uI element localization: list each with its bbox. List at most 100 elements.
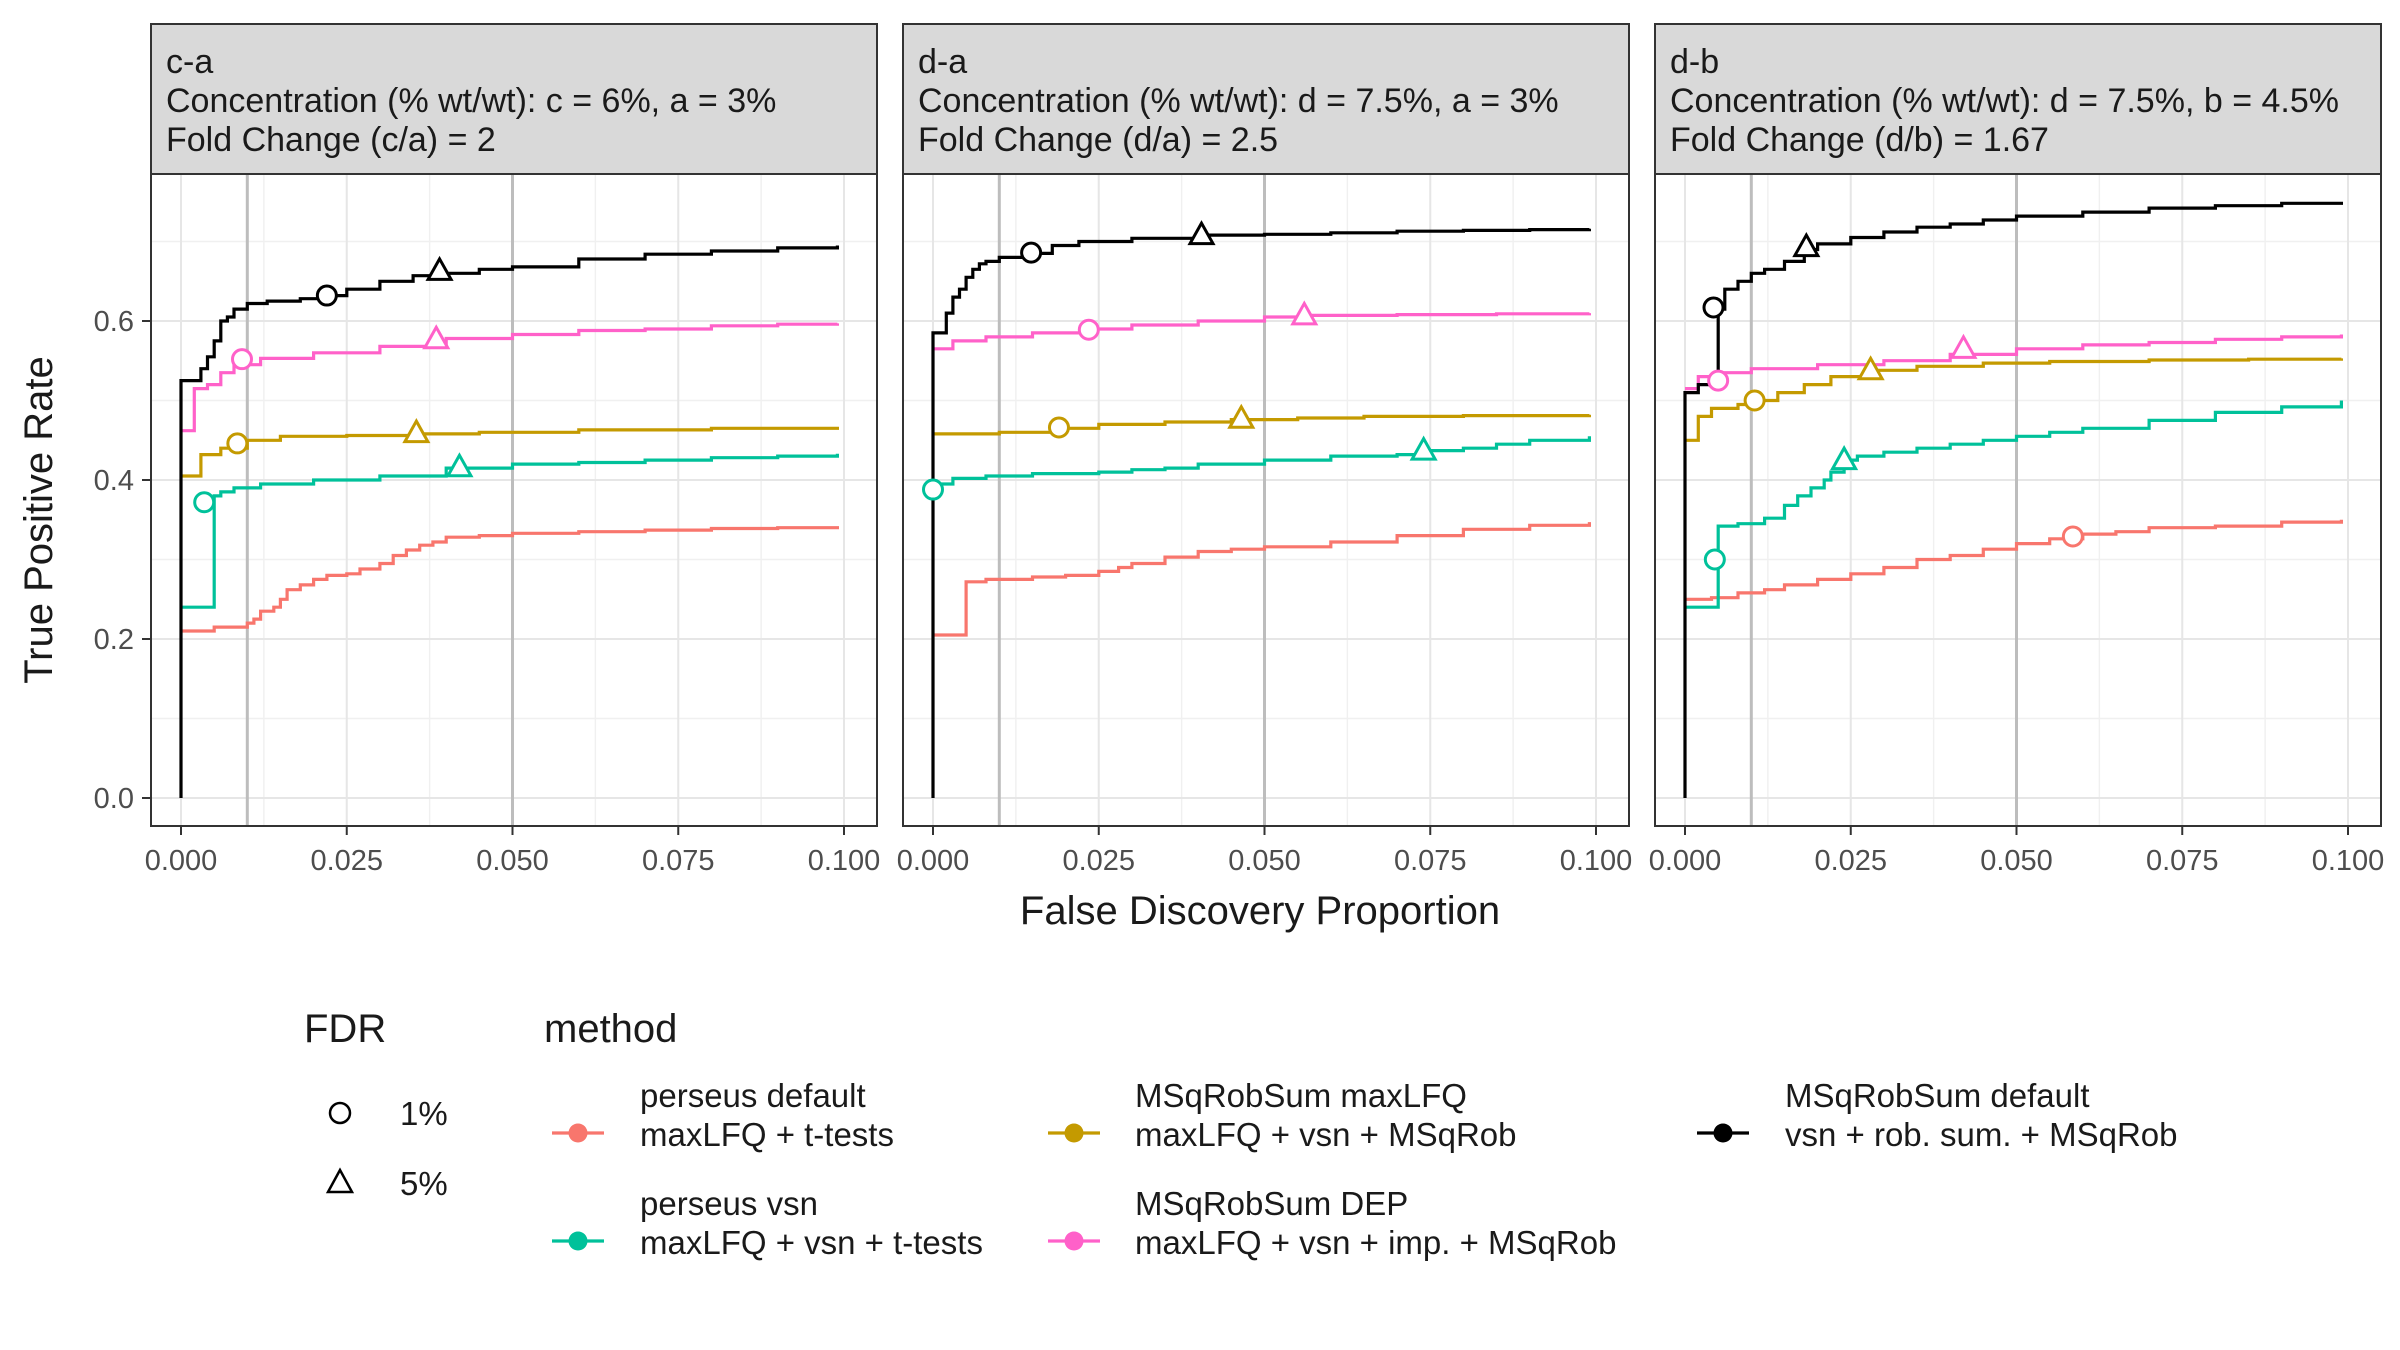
strip-label: Fold Change (c/a) = 2 — [166, 121, 496, 159]
fdr1-marker-msqrobsum_dep — [230, 348, 253, 371]
series-line-msqrobsum_default — [1683, 201, 2343, 798]
x-tick-label: 0.075 — [642, 845, 715, 877]
strip-background — [902, 23, 1630, 175]
series-line-perseus_default — [1685, 519, 2343, 601]
strip-background — [150, 23, 878, 175]
legend-fdr-label: 1% — [400, 1095, 448, 1132]
fdr5-marker-msqrobsum_default — [1792, 231, 1821, 258]
legend-method-title: method — [544, 1007, 677, 1051]
x-tick-label: 0.000 — [145, 845, 218, 877]
legend-dot-key — [1713, 1123, 1733, 1143]
fdr1-marker-perseus_default — [2061, 525, 2084, 548]
strip-background — [1654, 23, 2382, 175]
fdr1-marker-msqrobsum_dep — [1077, 318, 1100, 341]
legend-dot-key — [1064, 1231, 1084, 1251]
legend-method-label: perseus vsn — [640, 1185, 818, 1222]
strip-label: d-a — [918, 43, 967, 81]
strip-label: Fold Change (d/a) = 2.5 — [918, 121, 1278, 159]
strip-label: d-b — [1670, 43, 1719, 81]
series-line-perseus_vsn — [933, 436, 1591, 492]
y-tick-label: 0.0 — [94, 783, 134, 815]
y-tick-label: 0.2 — [94, 624, 134, 656]
fdr5-marker-msqrobsum_maxlfq — [1227, 403, 1256, 429]
fdr5-marker-msqrobsum_dep — [422, 324, 451, 350]
fdr5-marker-msqrobsum_default — [1187, 220, 1216, 246]
panel-border — [150, 173, 878, 827]
x-tick-label: 0.000 — [897, 845, 970, 877]
series-line-perseus_vsn — [1685, 400, 2343, 609]
legend-method-label: MSqRobSum default — [1785, 1077, 2090, 1114]
legend-fdr-item: 5% — [325, 1165, 448, 1202]
y-axis-title: True Positive Rate — [17, 356, 61, 684]
legend-method-sublabel: maxLFQ + vsn + MSqRob — [1135, 1116, 1516, 1153]
strip-label: Fold Change (d/b) = 1.67 — [1670, 121, 2049, 159]
fdr5-marker-msqrobsum_maxlfq — [1856, 355, 1885, 381]
legend-method-label: MSqRobSum DEP — [1135, 1185, 1408, 1222]
strip-label: Concentration (% wt/wt): d = 7.5%, a = 3… — [918, 82, 1559, 120]
x-tick-label: 0.075 — [2146, 845, 2219, 877]
fdr1-marker-perseus_vsn — [193, 491, 216, 514]
legend-dot-key — [1064, 1123, 1084, 1143]
fdr1-marker-msqrobsum_maxlfq — [1743, 389, 1766, 412]
fdr1-marker-msqrobsum_default — [1020, 241, 1043, 264]
legend-triangle-icon — [325, 1167, 355, 1194]
legend-method-sublabel: maxLFQ + vsn + imp. + MSqRob — [1135, 1224, 1616, 1261]
strip-label: c-a — [166, 43, 213, 81]
panel-border — [1654, 173, 2382, 827]
fdr1-marker-msqrobsum_dep — [1707, 369, 1730, 392]
x-tick-label: 0.025 — [1814, 845, 1887, 877]
fdr1-marker-perseus_vsn — [922, 478, 944, 501]
fdr5-marker-perseus_vsn — [1409, 435, 1438, 461]
x-axis-title: False Discovery Proportion — [1020, 889, 1500, 933]
legend-dot-key — [568, 1123, 588, 1143]
x-tick-label: 0.050 — [1980, 845, 2053, 877]
legend-method-sublabel: maxLFQ + vsn + t-tests — [640, 1224, 983, 1261]
fdr5-marker-msqrobsum_default — [425, 255, 454, 281]
x-tick-label: 0.075 — [1394, 845, 1467, 877]
fdr1-marker-msqrobsum_default — [1702, 296, 1725, 319]
panel-border — [902, 173, 1630, 827]
x-tick-label: 0.000 — [1649, 845, 1722, 877]
legend-method-label: perseus default — [640, 1077, 866, 1114]
x-tick-label: 0.050 — [476, 845, 549, 877]
strip-label: Concentration (% wt/wt): c = 6%, a = 3% — [166, 82, 776, 120]
fdr5-marker-perseus_vsn — [1830, 445, 1859, 471]
legend-method-sublabel: vsn + rob. sum. + MSqRob — [1785, 1116, 2178, 1153]
x-tick-label: 0.025 — [310, 845, 383, 877]
y-tick-label: 0.6 — [94, 306, 134, 338]
fdr5-marker-msqrobsum_dep — [1290, 300, 1319, 326]
series-line-msqrobsum_maxlfq — [181, 426, 839, 478]
legend-method-label: MSqRobSum maxLFQ — [1135, 1077, 1467, 1114]
series-line-perseus_vsn — [181, 453, 839, 609]
series-line-perseus_default — [181, 526, 839, 633]
series-line-msqrobsum_dep — [181, 322, 839, 433]
x-tick-label: 0.100 — [808, 845, 881, 877]
x-tick-label: 0.100 — [2312, 845, 2385, 877]
series-line-msqrobsum_maxlfq — [1685, 357, 2343, 442]
legend-fdr-item: 1% — [328, 1095, 448, 1132]
legend-fdr-title: FDR — [304, 1007, 386, 1051]
legend-circle-icon — [328, 1101, 352, 1125]
x-tick-label: 0.025 — [1062, 845, 1135, 877]
x-tick-label: 0.100 — [1560, 845, 1633, 877]
fdr1-marker-msqrobsum_maxlfq — [1047, 416, 1070, 439]
series-line-perseus_default — [933, 522, 1591, 637]
fdr1-marker-perseus_vsn — [1703, 548, 1726, 571]
legend-dot-key — [568, 1231, 588, 1251]
legend-method-sublabel: maxLFQ + t-tests — [640, 1116, 894, 1153]
strip-label: Concentration (% wt/wt): d = 7.5%, b = 4… — [1670, 82, 2339, 120]
y-tick-label: 0.4 — [94, 465, 134, 497]
x-tick-label: 0.050 — [1228, 845, 1301, 877]
